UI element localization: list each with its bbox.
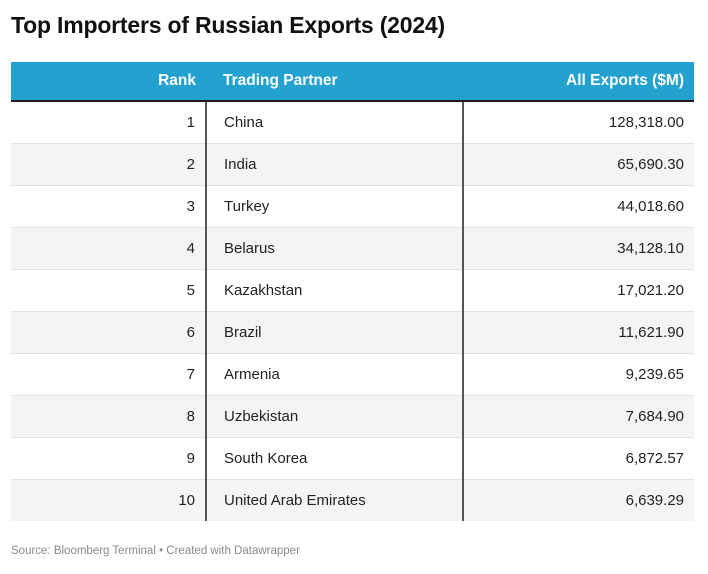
- exports-value-cell: 9,239.65: [463, 353, 694, 396]
- column-header-trading-partner: Trading Partner: [206, 62, 463, 102]
- table-row: 9 South Korea 6,872.57: [11, 437, 694, 480]
- rank-cell: 9: [11, 437, 207, 480]
- table-row: 4 Belarus 34,128.10: [11, 227, 694, 270]
- exports-value-cell: 7,684.90: [463, 395, 694, 438]
- trading-partner-cell: Brazil: [206, 311, 464, 354]
- rank-cell: 5: [11, 269, 207, 312]
- trading-partner-cell: Kazakhstan: [206, 269, 464, 312]
- header-row: Rank Trading Partner All Exports ($M): [11, 62, 694, 102]
- rank-cell: 10: [11, 479, 207, 521]
- trading-partner-cell: India: [206, 143, 464, 186]
- table-row: 1 China 128,318.00: [11, 101, 694, 144]
- exports-value-cell: 6,872.57: [463, 437, 694, 480]
- table-row: 8 Uzbekistan 7,684.90: [11, 395, 694, 438]
- trading-partner-cell: South Korea: [206, 437, 464, 480]
- trading-partner-cell: Armenia: [206, 353, 464, 396]
- table-row: 6 Brazil 11,621.90: [11, 311, 694, 354]
- exports-value-cell: 128,318.00: [463, 101, 694, 144]
- chart-title: Top Importers of Russian Exports (2024): [11, 12, 445, 38]
- table-header: Rank Trading Partner All Exports ($M): [11, 62, 694, 102]
- exports-value-cell: 65,690.30: [463, 143, 694, 186]
- exports-value-cell: 44,018.60: [463, 185, 694, 228]
- column-header-all-exports: All Exports ($M): [463, 62, 694, 102]
- exports-value-cell: 6,639.29: [463, 479, 694, 521]
- trading-partner-cell: Uzbekistan: [206, 395, 464, 438]
- exports-value-cell: 11,621.90: [463, 311, 694, 354]
- trading-partner-cell: Belarus: [206, 227, 464, 270]
- rank-cell: 8: [11, 395, 207, 438]
- table-row: 7 Armenia 9,239.65: [11, 353, 694, 396]
- rank-cell: 6: [11, 311, 207, 354]
- rank-cell: 4: [11, 227, 207, 270]
- rank-cell: 3: [11, 185, 207, 228]
- exports-value-cell: 17,021.20: [463, 269, 694, 312]
- trading-partner-cell: China: [206, 101, 464, 144]
- source-footer: Source: Bloomberg Terminal • Created wit…: [11, 545, 300, 557]
- rank-cell: 7: [11, 353, 207, 396]
- trading-partner-cell: United Arab Emirates: [206, 479, 464, 521]
- exports-value-cell: 34,128.10: [463, 227, 694, 270]
- table-row: 2 India 65,690.30: [11, 143, 694, 186]
- trading-partner-cell: Turkey: [206, 185, 464, 228]
- table-body: 1 China 128,318.00 2 India 65,690.30 3 Turkey 44…: [11, 101, 694, 521]
- table-row: 10 United Arab Emirates 6,639.29: [11, 479, 694, 521]
- rank-cell: 1: [11, 101, 207, 144]
- rank-cell: 2: [11, 143, 207, 186]
- column-header-rank: Rank: [11, 62, 206, 102]
- table-row: 5 Kazakhstan 17,021.20: [11, 269, 694, 312]
- table-row: 3 Turkey 44,018.60: [11, 185, 694, 228]
